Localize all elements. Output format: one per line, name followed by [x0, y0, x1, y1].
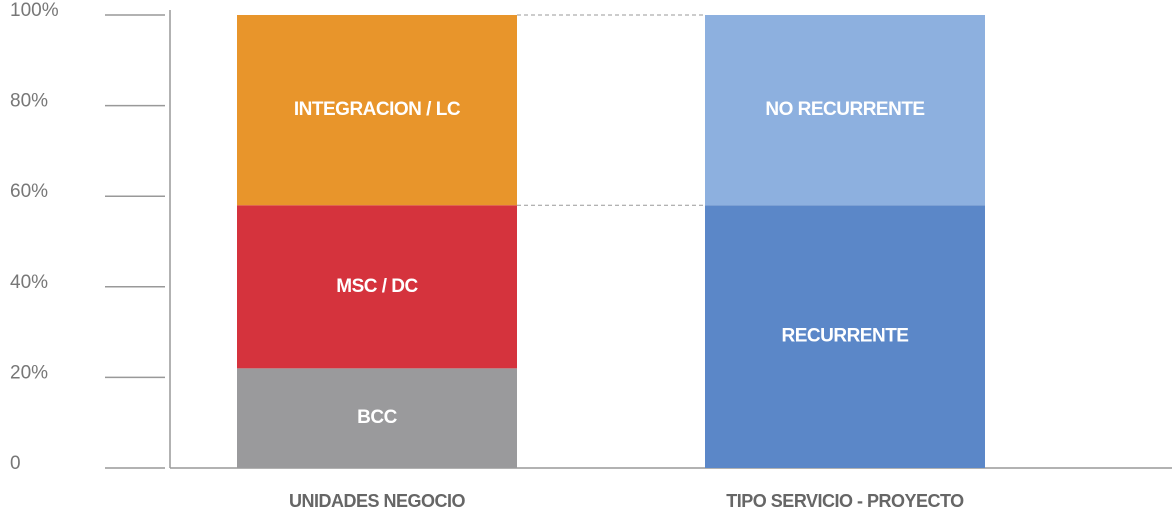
segment-label: RECURRENTE: [782, 326, 909, 347]
bar-segment: [237, 368, 517, 468]
y-tick-label: 40%: [10, 272, 48, 293]
bar-segment: [237, 205, 517, 369]
bar-segment: [237, 15, 517, 206]
segment-label: MSC / DC: [336, 276, 418, 297]
segment-label: INTEGRACION / LC: [294, 99, 461, 120]
y-tick-label: 60%: [10, 181, 48, 202]
y-tick-label: 0: [10, 453, 21, 474]
segment-label: BCC: [357, 407, 397, 428]
y-tick-label: 80%: [10, 91, 48, 112]
y-tick-label: 20%: [10, 362, 48, 383]
x-tick-label: TIPO SERVICIO - PROYECTO: [726, 491, 964, 511]
y-tick-label: 100%: [10, 0, 59, 21]
x-tick-label: UNIDADES NEGOCIO: [289, 491, 466, 511]
bar-segment: [705, 15, 985, 206]
segment-label: NO RECURRENTE: [765, 99, 924, 120]
bar-segment: [705, 205, 985, 468]
